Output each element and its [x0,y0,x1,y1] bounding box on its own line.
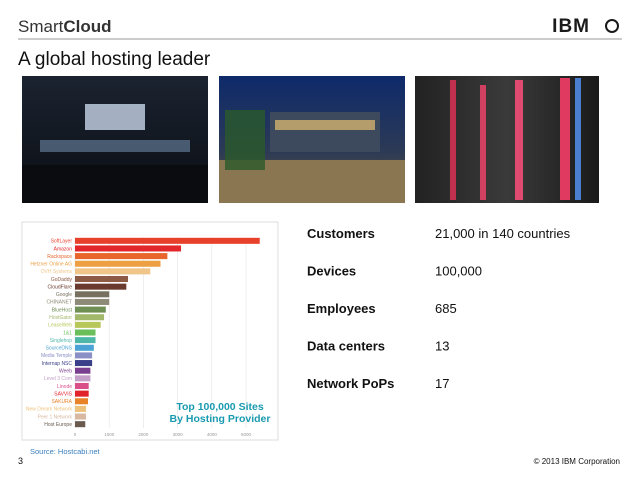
y-tick-label: OVH Systems [41,269,73,275]
brand-bold: Cloud [63,17,111,36]
bar [75,253,168,260]
bar [75,390,89,397]
y-tick-label: GoDaddy [51,277,73,283]
y-tick-label: Internap NSC [42,361,73,367]
y-tick-label: CloudFlare [48,284,73,290]
bar [75,298,110,305]
x-tick-label: 2000 [138,432,149,437]
y-tick-label: SAKURA [51,399,72,405]
x-tick-label: 4000 [207,432,218,437]
bar [75,382,89,389]
y-tick-label: Level 3 Com [44,376,72,382]
y-tick-label: Hetzner Online AG [30,262,72,268]
y-tick-label: New Dream Network [26,407,73,413]
bar [75,375,91,382]
stat-label: Devices [307,264,356,279]
stat-value: 17 [435,376,449,391]
y-tick-label: Peer 1 Network [38,414,73,420]
y-tick-label: Rackspace [47,254,72,260]
y-tick-label: LeaseWeb [48,323,72,329]
y-tick-label: SourceDNS [46,346,73,352]
bar [75,283,127,290]
bar [75,306,106,313]
y-tick-label: SAVVIS [54,391,72,397]
photo-datacenter [415,76,599,203]
bar [75,291,110,298]
photo-ops-center [22,76,208,203]
stat-value: 100,000 [435,264,482,279]
stat-label: Network PoPs [307,376,394,391]
y-tick-label: Singlehop [50,338,72,344]
stat-value: 21,000 in 140 countries [435,226,571,241]
bar [75,337,96,344]
bar [75,260,161,267]
x-tick-label: 0 [74,432,77,437]
stats: Customers 21,000 in 140 countries Devices 1… [307,226,571,391]
bar [75,367,91,374]
stat-value: 685 [435,301,457,316]
bar [75,245,182,252]
bar [75,329,96,336]
y-tick-label: Linode [57,384,72,390]
y-tick-label: BlueHost [52,307,73,313]
brand: SmartCloud [18,17,112,36]
y-tick-label: Weeb [59,369,72,375]
y-tick-label: Media Temple [41,353,72,359]
photo-building [219,76,405,203]
y-tick-label: HostGator [49,315,72,321]
stat-value: 13 [435,339,449,354]
y-tick-label: Google [56,292,72,298]
bar [75,352,93,359]
page-number: 3 [18,456,23,466]
bar [75,344,94,351]
bar [75,237,260,244]
source: Source: Hostcabi.net [30,447,101,456]
bar [75,314,105,321]
bar [75,321,101,328]
stat-label: Employees [307,301,376,316]
y-tick-label: Amazon [54,246,73,252]
ibm-logo: IBM [552,16,590,37]
bar [75,398,88,405]
y-tick-label: Host Europe [44,422,72,428]
x-tick-label: 3000 [173,432,184,437]
brand-light: Smart [18,17,64,36]
slide-title: A global hosting leader [18,49,211,70]
x-tick-label: 1000 [104,432,115,437]
y-tick-label: 1&1 [63,330,72,336]
bar [75,276,129,283]
y-tick-label: SoftLayer [51,239,73,245]
chart-title: By Hosting Provider [170,413,271,425]
logo-globe [605,19,619,33]
bar [75,421,86,428]
bar [75,413,86,420]
bar [75,360,93,367]
stat-label: Data centers [307,339,385,354]
bar [75,268,151,275]
x-tick-label: 5000 [241,432,252,437]
y-tick-label: CHINANET [46,300,72,306]
bar [75,405,86,412]
chart-title: Top 100,000 Sites [176,401,264,413]
stat-label: Customers [307,226,375,241]
copyright: © 2013 IBM Corporation [534,457,620,466]
